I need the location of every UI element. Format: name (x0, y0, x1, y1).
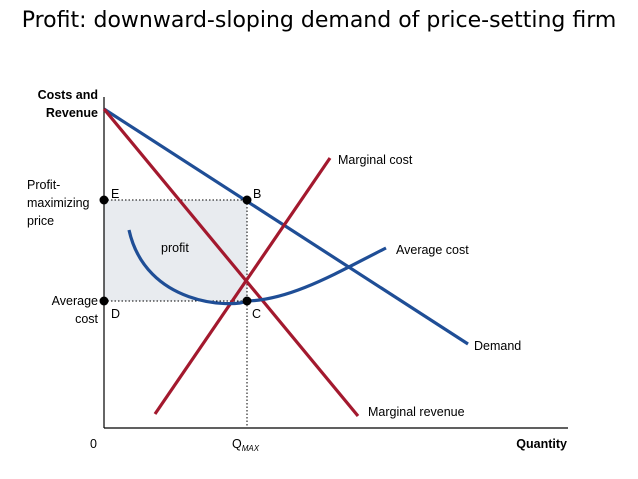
qmax-sub: MAX (242, 444, 260, 453)
point-b-marker (242, 195, 252, 205)
point-e-marker (99, 195, 109, 205)
point-c-label: C (252, 307, 261, 321)
avgcost-label-line1: Average (52, 294, 98, 308)
marginal-cost-curve (153, 157, 332, 415)
slide-title: Profit: downward-sloping demand of price… (21, 8, 617, 33)
point-b-label: B (253, 187, 261, 201)
price-label-line1: Profit- (27, 178, 60, 192)
price-label-line3: price (27, 214, 54, 228)
point-e-label: E (111, 187, 119, 201)
qmax-main: Q (232, 437, 242, 451)
point-d-marker (99, 296, 109, 306)
price-label-line2: maximizing (27, 196, 90, 210)
marginal-revenue-label: Marginal revenue (368, 405, 465, 419)
origin-label: 0 (90, 437, 97, 451)
demand-label: Demand (474, 339, 521, 353)
point-c-marker (242, 296, 252, 306)
demand-curve (103, 107, 469, 346)
average-cost-label: Average cost (396, 243, 469, 257)
qmax-label: QMAX (232, 437, 260, 453)
marginal-revenue-curve (102, 107, 360, 418)
avgcost-label-line2: cost (75, 312, 98, 326)
y-axis-label-line2: Revenue (46, 106, 98, 120)
profit-label: profit (161, 241, 189, 255)
profit-area (104, 200, 247, 301)
x-axis-label: Quantity (516, 437, 567, 451)
marginal-cost-label: Marginal cost (338, 153, 413, 167)
point-d-label: D (111, 307, 120, 321)
y-axis-label-line1: Costs and (38, 88, 98, 102)
